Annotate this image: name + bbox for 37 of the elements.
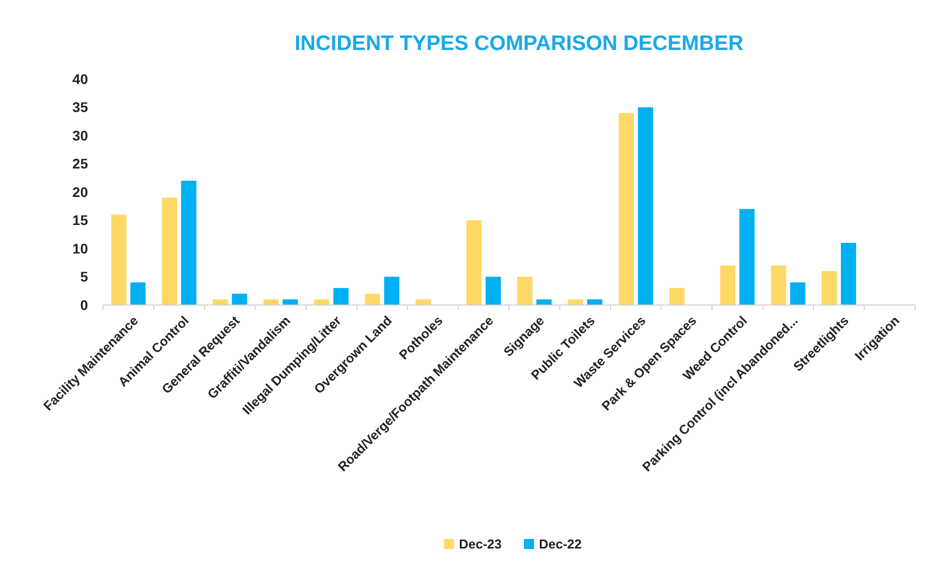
bar [212,299,228,305]
chart-title: INCIDENT TYPES COMPARISON DECEMBER [294,32,744,55]
bar [720,265,736,305]
bar [130,282,146,305]
y-tick-label: 35 [72,99,88,116]
bar [282,299,298,305]
bar [111,214,126,305]
y-tick-label: 0 [80,296,88,313]
bar [416,299,431,305]
bar [384,276,400,305]
bar [232,294,248,305]
bar [333,288,349,305]
bar [517,276,532,305]
bar [618,112,634,305]
bar [162,198,178,305]
y-tick-label: 5 [80,268,88,285]
bar [669,288,685,305]
bar [466,220,482,305]
bar [486,276,501,305]
y-tick-label: 25 [72,156,88,172]
bar [822,271,837,305]
bar [739,208,755,305]
bar [840,242,856,305]
bar [790,282,806,305]
y-tick-label: 15 [72,212,88,228]
y-tick-label: 20 [72,184,88,200]
legend-label: Dec-22 [539,536,582,552]
bar [587,299,602,305]
legend-label: Dec-23 [459,536,502,552]
bar [314,299,330,305]
y-tick-label: 40 [72,70,88,87]
bar [770,265,786,305]
y-tick-label: 30 [72,127,88,144]
bar [181,180,196,305]
y-tick-label: 10 [72,240,88,256]
bar [638,107,654,305]
bar [364,294,380,305]
